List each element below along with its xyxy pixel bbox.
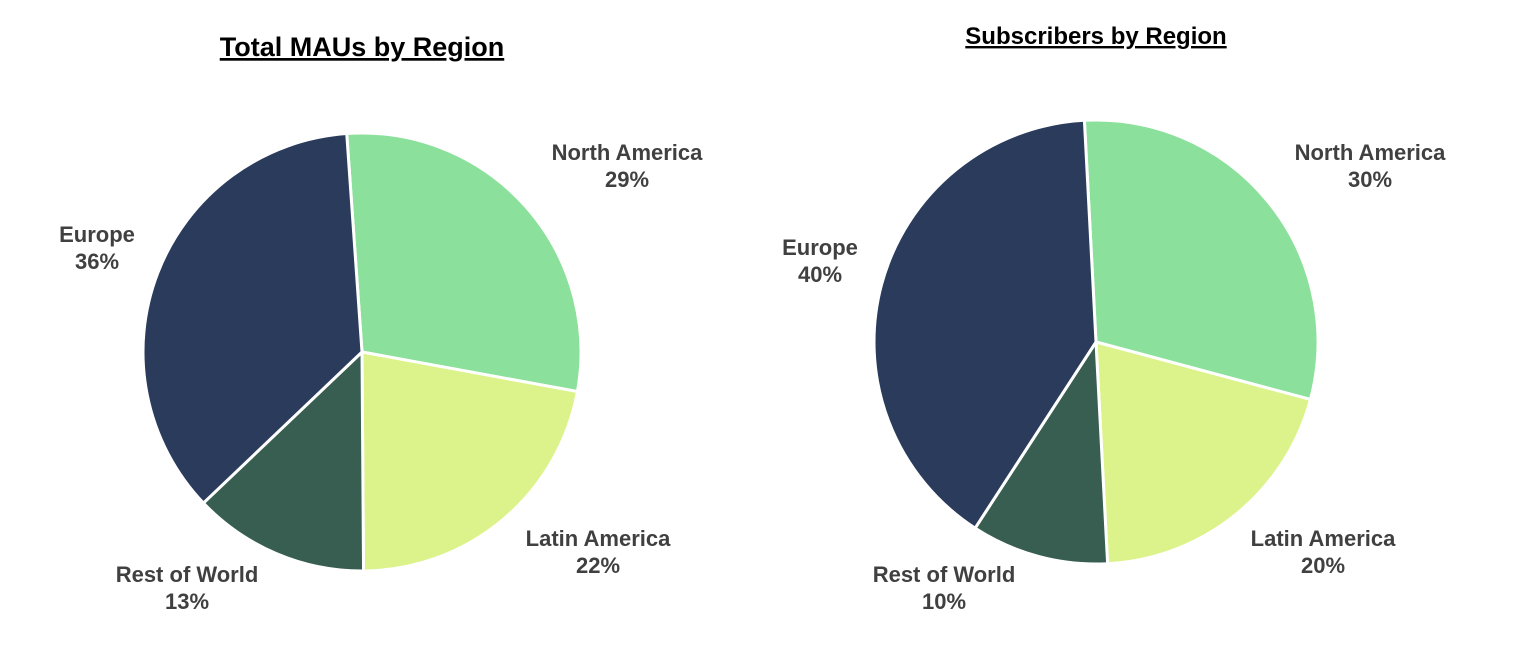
subscribers-label-name: North America bbox=[1295, 140, 1447, 165]
subscribers-label-name: Europe bbox=[782, 235, 858, 260]
subscribers-label-north-america: North America 30% bbox=[1295, 140, 1447, 192]
mau-slice-latin-america bbox=[360, 350, 580, 573]
mau-label-north-america: North America 29% bbox=[552, 140, 704, 192]
mau-label-name: North America bbox=[552, 140, 704, 165]
mau-label-europe: Europe 36% bbox=[59, 222, 135, 274]
subscribers-label-name: Rest of World bbox=[873, 562, 1016, 587]
mau-chart-title: Total MAUs by Region bbox=[220, 32, 505, 62]
mau-label-value: 13% bbox=[165, 589, 209, 614]
subscribers-label-name: Latin America bbox=[1251, 526, 1396, 551]
subscribers-label-rest-of-world: Rest of World 10% bbox=[873, 562, 1016, 614]
mau-pie-slices bbox=[141, 131, 583, 573]
mau-label-value: 22% bbox=[576, 553, 620, 578]
mau-label-rest-of-world: Rest of World 13% bbox=[116, 562, 259, 614]
mau-label-name: Europe bbox=[59, 222, 135, 247]
mau-label-latin-america: Latin America 22% bbox=[526, 526, 671, 578]
subscribers-label-value: 40% bbox=[798, 262, 842, 287]
subscribers-pie-slices bbox=[872, 118, 1320, 566]
mau-label-value: 29% bbox=[605, 167, 649, 192]
subscribers-slice-rest-of-world bbox=[973, 337, 1110, 566]
subscribers-slice-latin-america bbox=[1094, 340, 1313, 566]
subscribers-label-value: 10% bbox=[922, 589, 966, 614]
mau-slice-rest-of-world bbox=[201, 348, 366, 573]
subscribers-label-value: 20% bbox=[1301, 553, 1345, 578]
mau-label-name: Rest of World bbox=[116, 562, 259, 587]
mau-pie-chart: Total MAUs by Region North America 29% Lat… bbox=[59, 32, 703, 614]
subscribers-pie-chart: Subscribers by Region North America 30% La… bbox=[782, 23, 1446, 614]
subscribers-chart-title: Subscribers by Region bbox=[965, 23, 1226, 50]
subscribers-label-latin-america: Latin America 20% bbox=[1251, 526, 1396, 578]
subscribers-label-value: 30% bbox=[1348, 167, 1392, 192]
mau-label-name: Latin America bbox=[526, 526, 671, 551]
mau-slice-north-america bbox=[345, 131, 583, 394]
mau-pie-labels: North America 29% Latin America 22% Rest of … bbox=[59, 140, 703, 614]
subscribers-pie-labels: North America 30% Latin America 20% Rest of … bbox=[782, 140, 1446, 614]
mau-slice-europe bbox=[141, 131, 364, 506]
subscribers-slice-europe bbox=[872, 118, 1098, 531]
mau-label-value: 36% bbox=[75, 249, 119, 274]
subscribers-slice-north-america bbox=[1082, 118, 1320, 402]
subscribers-label-europe: Europe 40% bbox=[782, 235, 858, 287]
